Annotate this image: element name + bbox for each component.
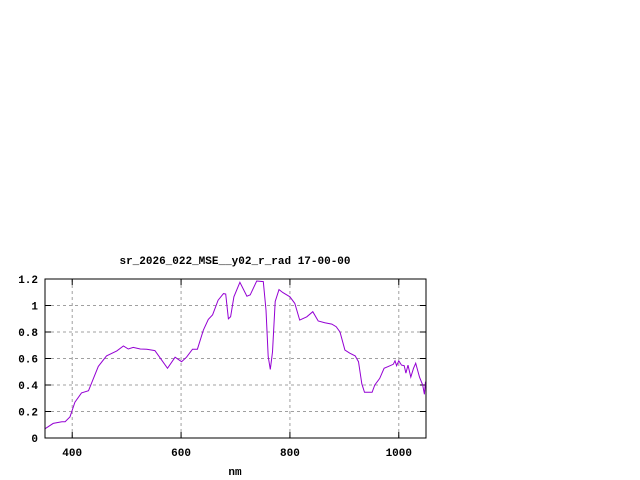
y-tick-label: 0.8 [18, 328, 38, 340]
y-tick-label: 0 [31, 434, 38, 446]
grid [45, 279, 426, 438]
y-tick-label: 1.2 [18, 275, 38, 287]
x-tick-label: 800 [280, 448, 300, 460]
y-tick-label: 0.2 [18, 408, 38, 420]
y-tick-label: 0.4 [18, 381, 38, 393]
plot-frame [44, 278, 427, 439]
series-line [44, 280, 426, 430]
axis-ticks: 400 600 800 1000 0 0.2 0.4 0.6 0.8 1 1.2 [18, 275, 426, 460]
y-tick-label: 1 [31, 302, 38, 314]
x-tick-label: 400 [62, 448, 82, 460]
x-tick-label: 600 [171, 448, 191, 460]
chart-title: sr_2026_022_MSE__y02_r_rad 17-00-00 [119, 256, 350, 268]
x-axis-label: nm [228, 467, 242, 479]
x-tick-label: 1000 [386, 448, 412, 460]
y-tick-label: 0.6 [18, 355, 38, 367]
